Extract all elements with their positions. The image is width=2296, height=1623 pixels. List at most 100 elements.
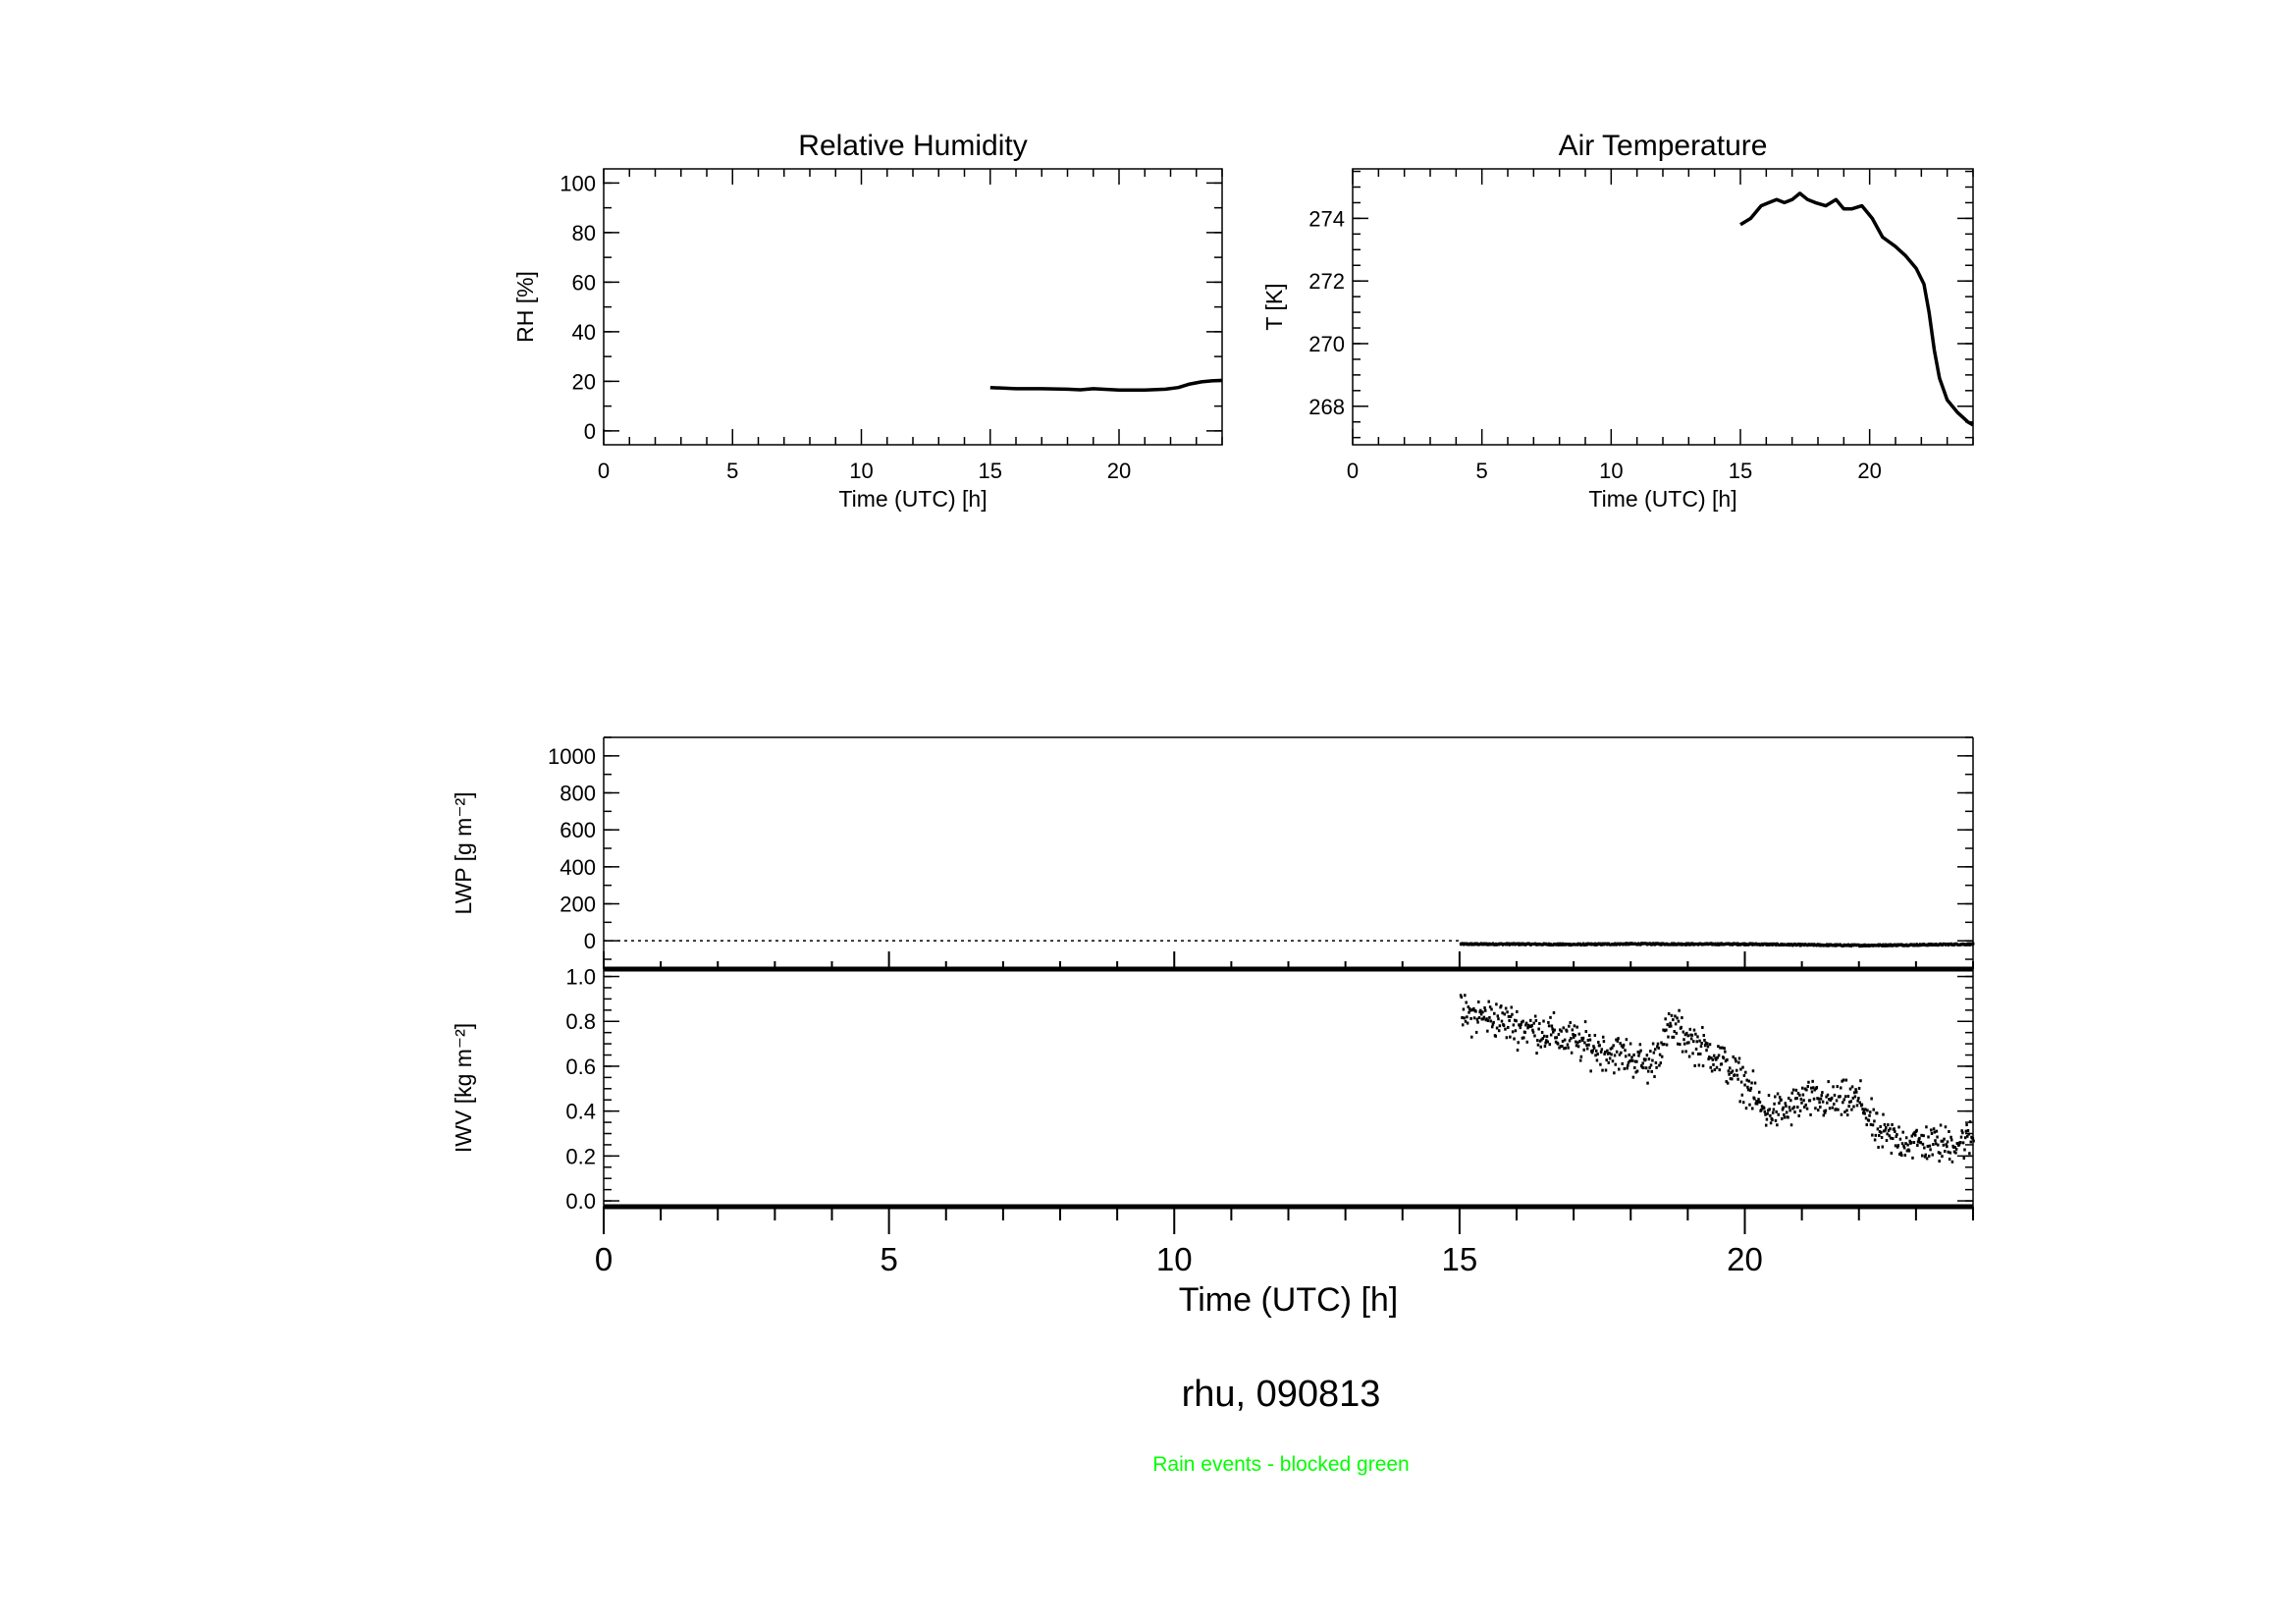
iwv-data-point	[1743, 1083, 1746, 1087]
iwv-data-point	[1937, 1143, 1940, 1147]
iwv-data-point	[1555, 1036, 1559, 1040]
iwv-data-point	[1774, 1095, 1777, 1099]
iwv-data-point	[1710, 1069, 1714, 1073]
iwv-data-point	[1842, 1078, 1845, 1082]
iwv-x-tick-label: 0	[595, 1241, 613, 1277]
rh-y-tick-label: 20	[572, 369, 596, 394]
iwv-data-point	[1735, 1068, 1738, 1072]
iwv-data-point	[1785, 1110, 1789, 1114]
iwv-data-point	[1604, 1068, 1608, 1072]
iwv-data-point	[1809, 1086, 1813, 1090]
iwv-data-point	[1535, 1039, 1539, 1043]
iwv-data-point	[1617, 1067, 1621, 1071]
iwv-data-point	[1568, 1039, 1572, 1043]
iwv-data-point	[1591, 1049, 1594, 1053]
iwv-data-point	[1820, 1094, 1823, 1098]
iwv-data-point	[1800, 1086, 1804, 1090]
iwv-data-point	[1800, 1101, 1803, 1105]
iwv-data-point	[1828, 1098, 1831, 1102]
iwv-data-point	[1911, 1156, 1914, 1160]
iwv-data-point	[1700, 1041, 1703, 1045]
iwv-data-point	[1682, 1038, 1685, 1042]
iwv-data-point	[1889, 1127, 1892, 1131]
iwv-data-point	[1460, 996, 1464, 1000]
iwv-data-point	[1791, 1088, 1795, 1092]
iwv-data-point	[1491, 1022, 1495, 1026]
iwv-data-point	[1574, 1033, 1576, 1037]
iwv-data-point	[1773, 1102, 1776, 1106]
iwv-data-point	[1751, 1069, 1755, 1073]
iwv-data-point	[1649, 1050, 1652, 1054]
iwv-y-axis-label: IWV [kg m⁻²]	[451, 1023, 476, 1153]
iwv-data-point	[1461, 1015, 1464, 1019]
iwv-data-point	[1611, 1059, 1615, 1063]
iwv-data-point	[1767, 1094, 1771, 1098]
iwv-data-point	[1687, 1041, 1690, 1045]
iwv-data-point	[1896, 1145, 1899, 1149]
lwp-y-tick-label: 800	[560, 782, 596, 806]
iwv-data-point	[1936, 1135, 1939, 1139]
iwv-data-point	[1582, 1048, 1585, 1052]
iwv-data-point	[1789, 1099, 1792, 1103]
iwv-data-point	[1721, 1046, 1724, 1050]
iwv-data-point	[1583, 1020, 1587, 1024]
iwv-data-point	[1768, 1108, 1771, 1111]
iwv-data-point	[1510, 1005, 1513, 1009]
iwv-data-point	[1624, 1049, 1627, 1053]
iwv-data-point	[1592, 1045, 1595, 1049]
iwv-data-point	[1797, 1113, 1800, 1117]
iwv-data-point	[1696, 1052, 1700, 1055]
iwv-data-point	[1930, 1128, 1933, 1132]
iwv-data-point	[1647, 1057, 1651, 1061]
iwv-data-point	[1817, 1097, 1821, 1101]
iwv-data-point	[1833, 1102, 1836, 1106]
iwv-data-point	[1575, 1025, 1578, 1029]
iwv-data-point	[1625, 1038, 1629, 1042]
temp-x-tick-label: 20	[1857, 459, 1881, 483]
iwv-data-point	[1492, 1020, 1495, 1024]
iwv-x-tick-label: 5	[880, 1241, 897, 1277]
iwv-data-point	[1776, 1123, 1779, 1127]
iwv-data-point	[1852, 1091, 1856, 1095]
iwv-data-point	[1835, 1099, 1839, 1103]
iwv-data-point	[1861, 1108, 1864, 1111]
iwv-data-point	[1557, 1032, 1561, 1036]
iwv-data-point	[1488, 1015, 1491, 1019]
iwv-data-point	[1682, 1030, 1685, 1034]
iwv-x-tick-label: 15	[1442, 1241, 1478, 1277]
iwv-data-point	[1910, 1134, 1914, 1138]
iwv-data-point	[1918, 1136, 1921, 1140]
iwv-data-point	[1954, 1147, 1958, 1151]
iwv-data-point	[1579, 1055, 1583, 1058]
iwv-data-point	[1792, 1106, 1796, 1109]
iwv-data-point	[1909, 1141, 1913, 1145]
iwv-data-point	[1941, 1155, 1944, 1159]
iwv-data-point	[1864, 1116, 1868, 1120]
iwv-data-point	[1549, 1015, 1552, 1019]
iwv-data-point	[1708, 1055, 1711, 1059]
iwv-data-point	[1569, 1021, 1572, 1025]
iwv-data-point	[1735, 1073, 1739, 1077]
iwv-data-point	[1646, 1081, 1649, 1085]
iwv-data-point	[1723, 1047, 1726, 1051]
iwv-data-point	[1744, 1070, 1747, 1074]
iwv-data-point	[1497, 1029, 1501, 1033]
iwv-data-point	[1846, 1095, 1850, 1099]
iwv-data-point	[1897, 1125, 1900, 1129]
iwv-data-point	[1609, 1047, 1613, 1051]
iwv-data-point	[1919, 1141, 1923, 1145]
iwv-data-point	[1931, 1153, 1934, 1157]
iwv-data-point	[1960, 1129, 1963, 1133]
iwv-x-tick-label: 10	[1156, 1241, 1193, 1277]
iwv-data-point	[1794, 1088, 1798, 1092]
iwv-data-point	[1839, 1086, 1842, 1090]
iwv-data-point	[1513, 1018, 1517, 1022]
iwv-data-point	[1679, 1043, 1682, 1047]
iwv-data-point	[1795, 1097, 1798, 1101]
iwv-data-point	[1808, 1099, 1812, 1103]
iwv-data-point	[1753, 1097, 1756, 1101]
iwv-data-point	[1540, 1030, 1544, 1034]
rh-x-tick-label: 15	[979, 459, 1002, 483]
temp-series-line	[1739, 191, 1974, 427]
iwv-data-point	[1843, 1095, 1847, 1099]
